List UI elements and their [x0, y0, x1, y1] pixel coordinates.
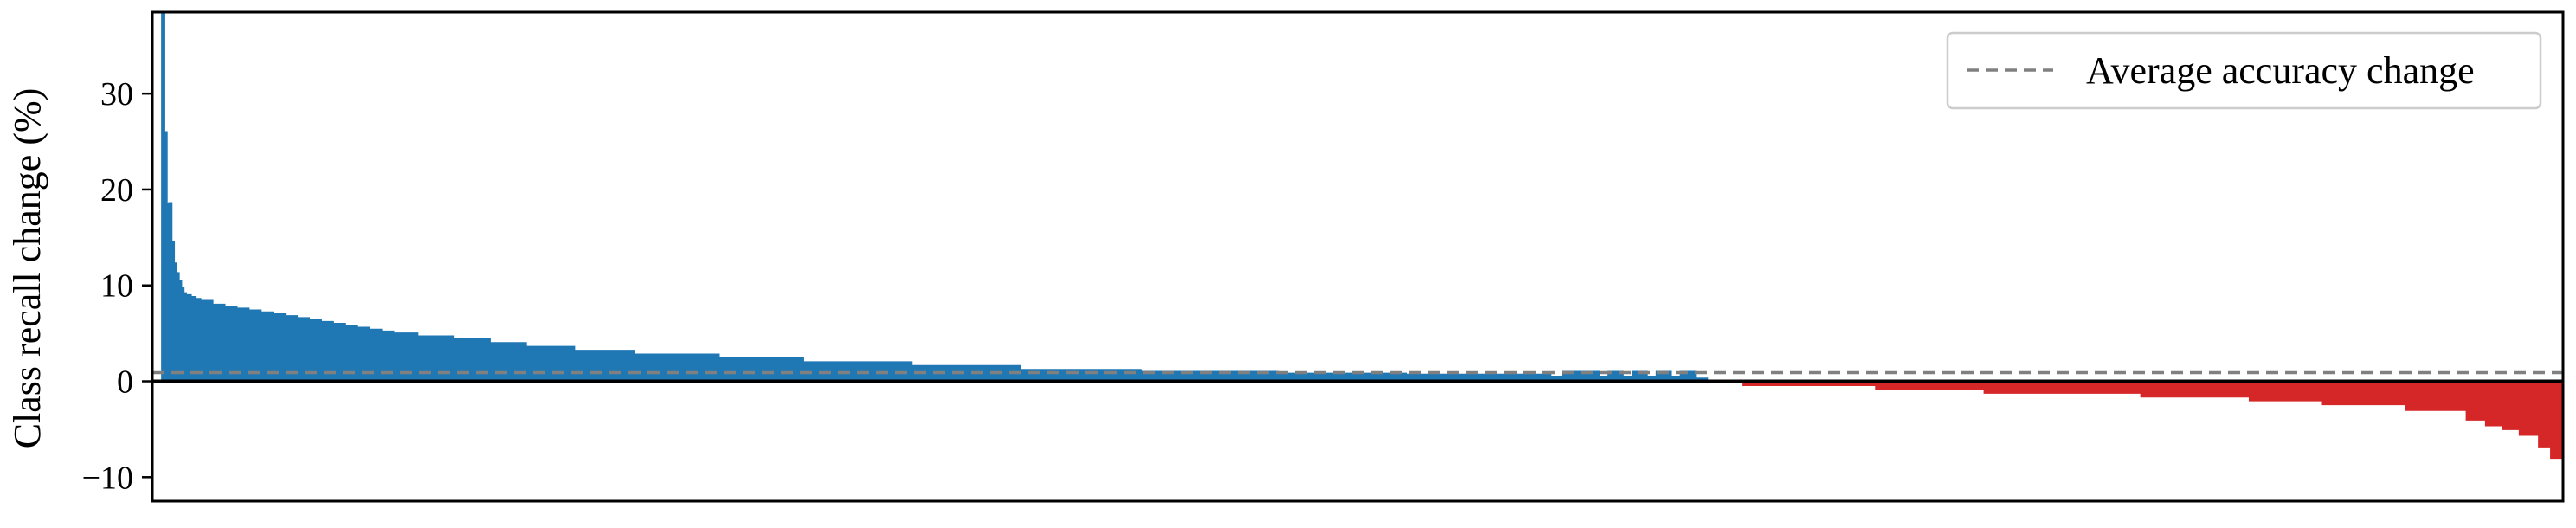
y-tick-label: 0: [117, 364, 133, 401]
legend-box: [1946, 31, 2542, 110]
plot-frame: [151, 10, 2565, 503]
y-tick-label: 20: [100, 172, 133, 209]
y-tick-label: −10: [82, 460, 133, 496]
y-tick-label: 30: [100, 76, 133, 113]
legend: Average accuracy change: [1946, 31, 2542, 110]
y-axis-label: Class recall change (%): [6, 88, 48, 449]
y-tick-label: 10: [100, 268, 133, 305]
negative-recall-area: [1742, 380, 2564, 501]
legend-label: Average accuracy change: [2086, 49, 2475, 92]
y-axis: −10 0 10 20 30: [82, 76, 152, 496]
